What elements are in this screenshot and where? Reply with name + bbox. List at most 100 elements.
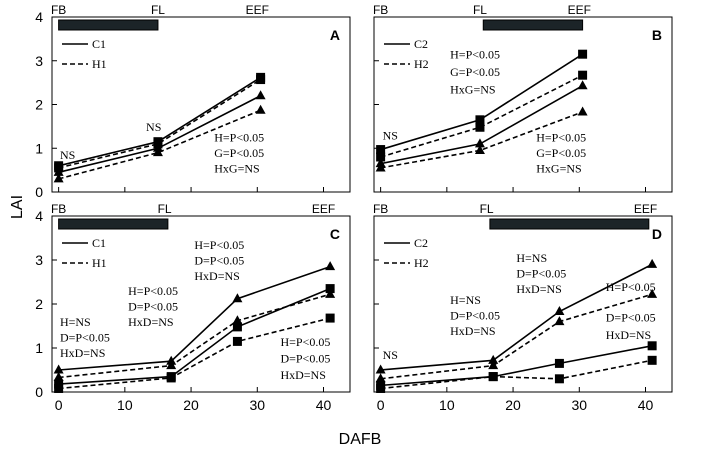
x-tick-label: 0 [377, 397, 385, 413]
data-point-triangle [554, 305, 565, 315]
data-point-triangle [232, 293, 243, 303]
panel-letter: B [652, 27, 662, 43]
x-tick-label: 0 [55, 397, 63, 413]
data-point-triangle [325, 288, 336, 298]
y-tick-label: 1 [35, 340, 43, 356]
data-point-triangle [577, 106, 588, 116]
y-tick-label: 4 [35, 208, 43, 224]
stage-label: FL [473, 3, 487, 17]
y-tick-label: 3 [35, 53, 43, 69]
stage-label: EEF [634, 202, 657, 216]
x-tick-label: 20 [183, 397, 199, 413]
stat-annotation: H=NS [516, 251, 547, 265]
stage-label: EEF [246, 3, 269, 17]
panels: 0 1 2 3 4 FB FL EEF A C1 H1 NS NS H=P<0.05 G=P<0.05 HxG… [35, 3, 673, 413]
legend-label: H1 [92, 256, 107, 270]
stat-annotation: HxD=NS [450, 324, 495, 338]
series-line [380, 293, 653, 380]
data-point-square [325, 313, 335, 323]
data-point-square [647, 355, 657, 365]
stat-annotation: D=P<0.05 [450, 308, 500, 322]
data-point-triangle [53, 173, 64, 183]
data-point-triangle [488, 354, 499, 364]
data-point-square [578, 70, 588, 80]
data-point-triangle [255, 90, 266, 100]
stat-annotation: G=P<0.05 [450, 65, 500, 79]
series-line [58, 287, 331, 385]
panel-b: FB FL EEFBC2H2NSH=P<0.05G=P<0.05HxG=NSH=P<… [373, 3, 673, 193]
data-point-square [475, 115, 485, 125]
stat-annotation: HxD=NS [194, 269, 239, 283]
legend-label: C1 [92, 236, 106, 250]
stat-annotation: H=NS [60, 315, 91, 329]
panel-letter: A [330, 27, 340, 43]
data-point-triangle [232, 315, 243, 325]
stage-label: FL [151, 3, 165, 17]
y-tick-label: 2 [35, 296, 43, 312]
stat-annotation: D=P<0.05 [194, 253, 244, 267]
y-tick-label: 4 [35, 9, 43, 25]
data-point-square [376, 152, 386, 162]
data-point-triangle [474, 138, 485, 148]
series-line [380, 359, 653, 390]
stat-annotation: NS [383, 348, 398, 362]
x-tick-label: 10 [117, 397, 133, 413]
stat-annotation: HxD=NS [128, 315, 173, 329]
legend-label: C2 [414, 37, 428, 51]
data-point-square [475, 122, 485, 132]
stage-label: FB [373, 202, 388, 216]
stage-label: FB [373, 3, 388, 17]
stat-annotation: D=P<0.05 [516, 267, 566, 281]
stat-annotation: HxG=NS [536, 161, 581, 175]
x-axis-title: DAFB [339, 431, 382, 448]
legend-label: H1 [92, 57, 107, 71]
x-tick-label: 40 [316, 397, 332, 413]
y-axis-title: LAI [9, 195, 26, 219]
data-point-triangle [53, 166, 64, 176]
panel-letter: D [652, 226, 662, 242]
stat-annotation: NS [146, 120, 161, 134]
data-point-triangle [488, 360, 499, 370]
stage-label: FL [480, 202, 494, 216]
series-line [58, 109, 261, 180]
data-point-triangle [474, 144, 485, 154]
y-tick-label: 2 [35, 97, 43, 113]
stat-annotation: HxD=NS [516, 282, 561, 296]
data-point-triangle [577, 80, 588, 90]
stat-annotation: NS [383, 129, 398, 143]
y-tick-label: 0 [35, 184, 43, 200]
legend-label: H2 [414, 57, 429, 71]
stage-label: EEF [568, 3, 591, 17]
series-line [58, 317, 331, 390]
legend-label: C1 [92, 37, 106, 51]
stage-label: FB [51, 3, 66, 17]
stat-annotation: H=P<0.05 [536, 131, 586, 145]
stat-annotation: HxG=NS [450, 83, 495, 97]
series-line [380, 263, 653, 371]
data-point-square [578, 49, 588, 59]
data-point-triangle [166, 360, 177, 370]
x-tick-label: 20 [505, 397, 521, 413]
series-line [58, 78, 262, 169]
data-point-square [376, 145, 386, 155]
data-point-triangle [255, 104, 266, 114]
x-tick-label: 10 [439, 397, 455, 413]
data-point-triangle [375, 373, 386, 383]
series-line [58, 265, 331, 371]
stat-annotation: HxD=NS [60, 346, 105, 360]
series-line [380, 345, 653, 387]
data-point-triangle [375, 364, 386, 374]
legend-label: C2 [414, 236, 428, 250]
stage-bar [58, 19, 159, 31]
y-tick-label: 0 [35, 384, 43, 400]
data-point-square [554, 358, 564, 368]
data-point-square [166, 373, 176, 383]
data-point-triangle [375, 162, 386, 172]
stat-annotation: HxD=NS [280, 368, 325, 382]
data-point-square [232, 336, 242, 346]
stat-annotation: H=NS [450, 293, 481, 307]
stat-annotation: D=P<0.05 [280, 352, 330, 366]
